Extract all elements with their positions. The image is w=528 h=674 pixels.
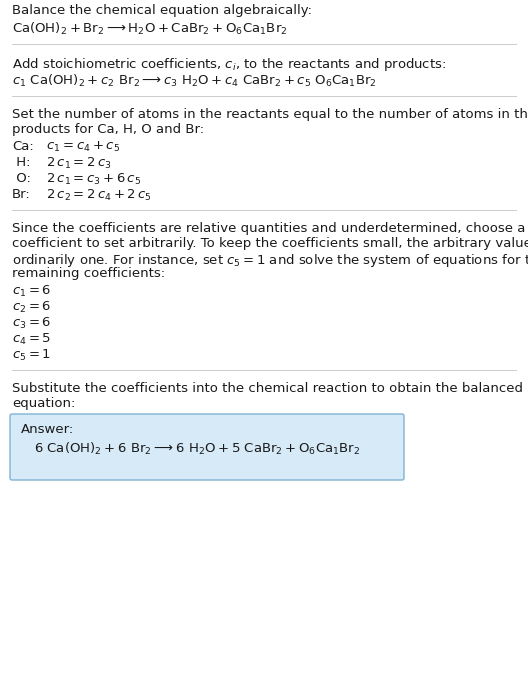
Text: Substitute the coefficients into the chemical reaction to obtain the balanced: Substitute the coefficients into the che… <box>12 382 523 395</box>
FancyBboxPatch shape <box>10 414 404 480</box>
Text: Ca:: Ca: <box>12 140 34 153</box>
Text: $c_1 = 6$: $c_1 = 6$ <box>12 284 51 299</box>
Text: Balance the chemical equation algebraically:: Balance the chemical equation algebraica… <box>12 4 312 17</box>
Text: Br:: Br: <box>12 188 31 201</box>
Text: H:: H: <box>12 156 31 169</box>
Text: Set the number of atoms in the reactants equal to the number of atoms in the: Set the number of atoms in the reactants… <box>12 108 528 121</box>
Text: ordinarily one. For instance, set $c_5 = 1$ and solve the system of equations fo: ordinarily one. For instance, set $c_5 =… <box>12 252 528 269</box>
Text: $c_1\ \mathrm{Ca(OH)_2} + c_2\ \mathrm{Br_2} \longrightarrow c_3\ \mathrm{H_2O} : $c_1\ \mathrm{Ca(OH)_2} + c_2\ \mathrm{B… <box>12 73 376 89</box>
Text: $6\ \mathrm{Ca(OH)_2} + 6\ \mathrm{Br_2} \longrightarrow 6\ \mathrm{H_2O} + 5\ \: $6\ \mathrm{Ca(OH)_2} + 6\ \mathrm{Br_2}… <box>34 441 361 457</box>
Text: $c_1 = c_4 + c_5$: $c_1 = c_4 + c_5$ <box>42 140 120 154</box>
Text: $c_4 = 5$: $c_4 = 5$ <box>12 332 51 347</box>
Text: $c_2 = 6$: $c_2 = 6$ <box>12 300 51 315</box>
Text: $c_5 = 1$: $c_5 = 1$ <box>12 348 51 363</box>
Text: $c_3 = 6$: $c_3 = 6$ <box>12 316 51 331</box>
Text: Add stoichiometric coefficients, $c_i$, to the reactants and products:: Add stoichiometric coefficients, $c_i$, … <box>12 56 446 73</box>
Text: O:: O: <box>12 172 31 185</box>
Text: remaining coefficients:: remaining coefficients: <box>12 267 165 280</box>
Text: $2\,c_1 = 2\,c_3$: $2\,c_1 = 2\,c_3$ <box>42 156 111 171</box>
Text: $\mathrm{Ca(OH)_2 + Br_2 \longrightarrow H_2O + CaBr_2 + O_6Ca_1Br_2}$: $\mathrm{Ca(OH)_2 + Br_2 \longrightarrow… <box>12 21 288 37</box>
Text: $2\,c_2 = 2\,c_4 + 2\,c_5$: $2\,c_2 = 2\,c_4 + 2\,c_5$ <box>42 188 152 203</box>
Text: Answer:: Answer: <box>21 423 74 436</box>
Text: equation:: equation: <box>12 397 76 410</box>
Text: coefficient to set arbitrarily. To keep the coefficients small, the arbitrary va: coefficient to set arbitrarily. To keep … <box>12 237 528 250</box>
Text: Since the coefficients are relative quantities and underdetermined, choose a: Since the coefficients are relative quan… <box>12 222 525 235</box>
Text: products for Ca, H, O and Br:: products for Ca, H, O and Br: <box>12 123 204 136</box>
Text: $2\,c_1 = c_3 + 6\,c_5$: $2\,c_1 = c_3 + 6\,c_5$ <box>42 172 142 187</box>
